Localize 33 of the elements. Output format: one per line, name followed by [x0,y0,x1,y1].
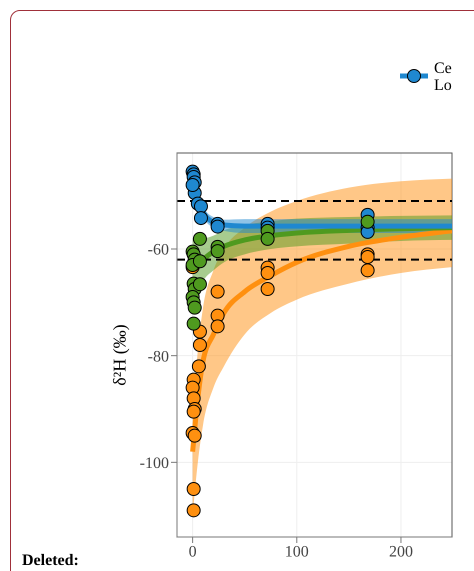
point [260,232,275,246]
x-tick-label: 0 [188,543,197,560]
point [188,300,202,315]
point [186,178,200,192]
point [192,254,207,268]
point [360,263,375,278]
point [188,428,202,443]
point [210,284,225,299]
point [192,232,207,246]
point [192,359,206,374]
point [194,199,208,214]
point [192,277,207,292]
point [186,482,201,496]
x-tick-label: 100 [284,543,309,560]
point [210,244,225,258]
y-tick-label: -60 [148,242,169,259]
point [192,338,207,352]
legend-label: Ce Lo [434,60,452,94]
point [194,211,208,226]
point [260,282,275,296]
point [210,220,225,234]
y-tick-label: -100 [140,455,169,472]
y-tick-label: -80 [148,348,169,366]
point [186,503,201,518]
point [260,266,275,280]
point [360,214,375,229]
point [186,316,201,331]
point [210,319,225,334]
point [360,250,375,264]
x-tick-label: 200 [388,543,413,560]
y-axis-title: δ²H (‰) [110,324,130,386]
point [186,404,201,419]
text: Deleted: [22,552,79,570]
